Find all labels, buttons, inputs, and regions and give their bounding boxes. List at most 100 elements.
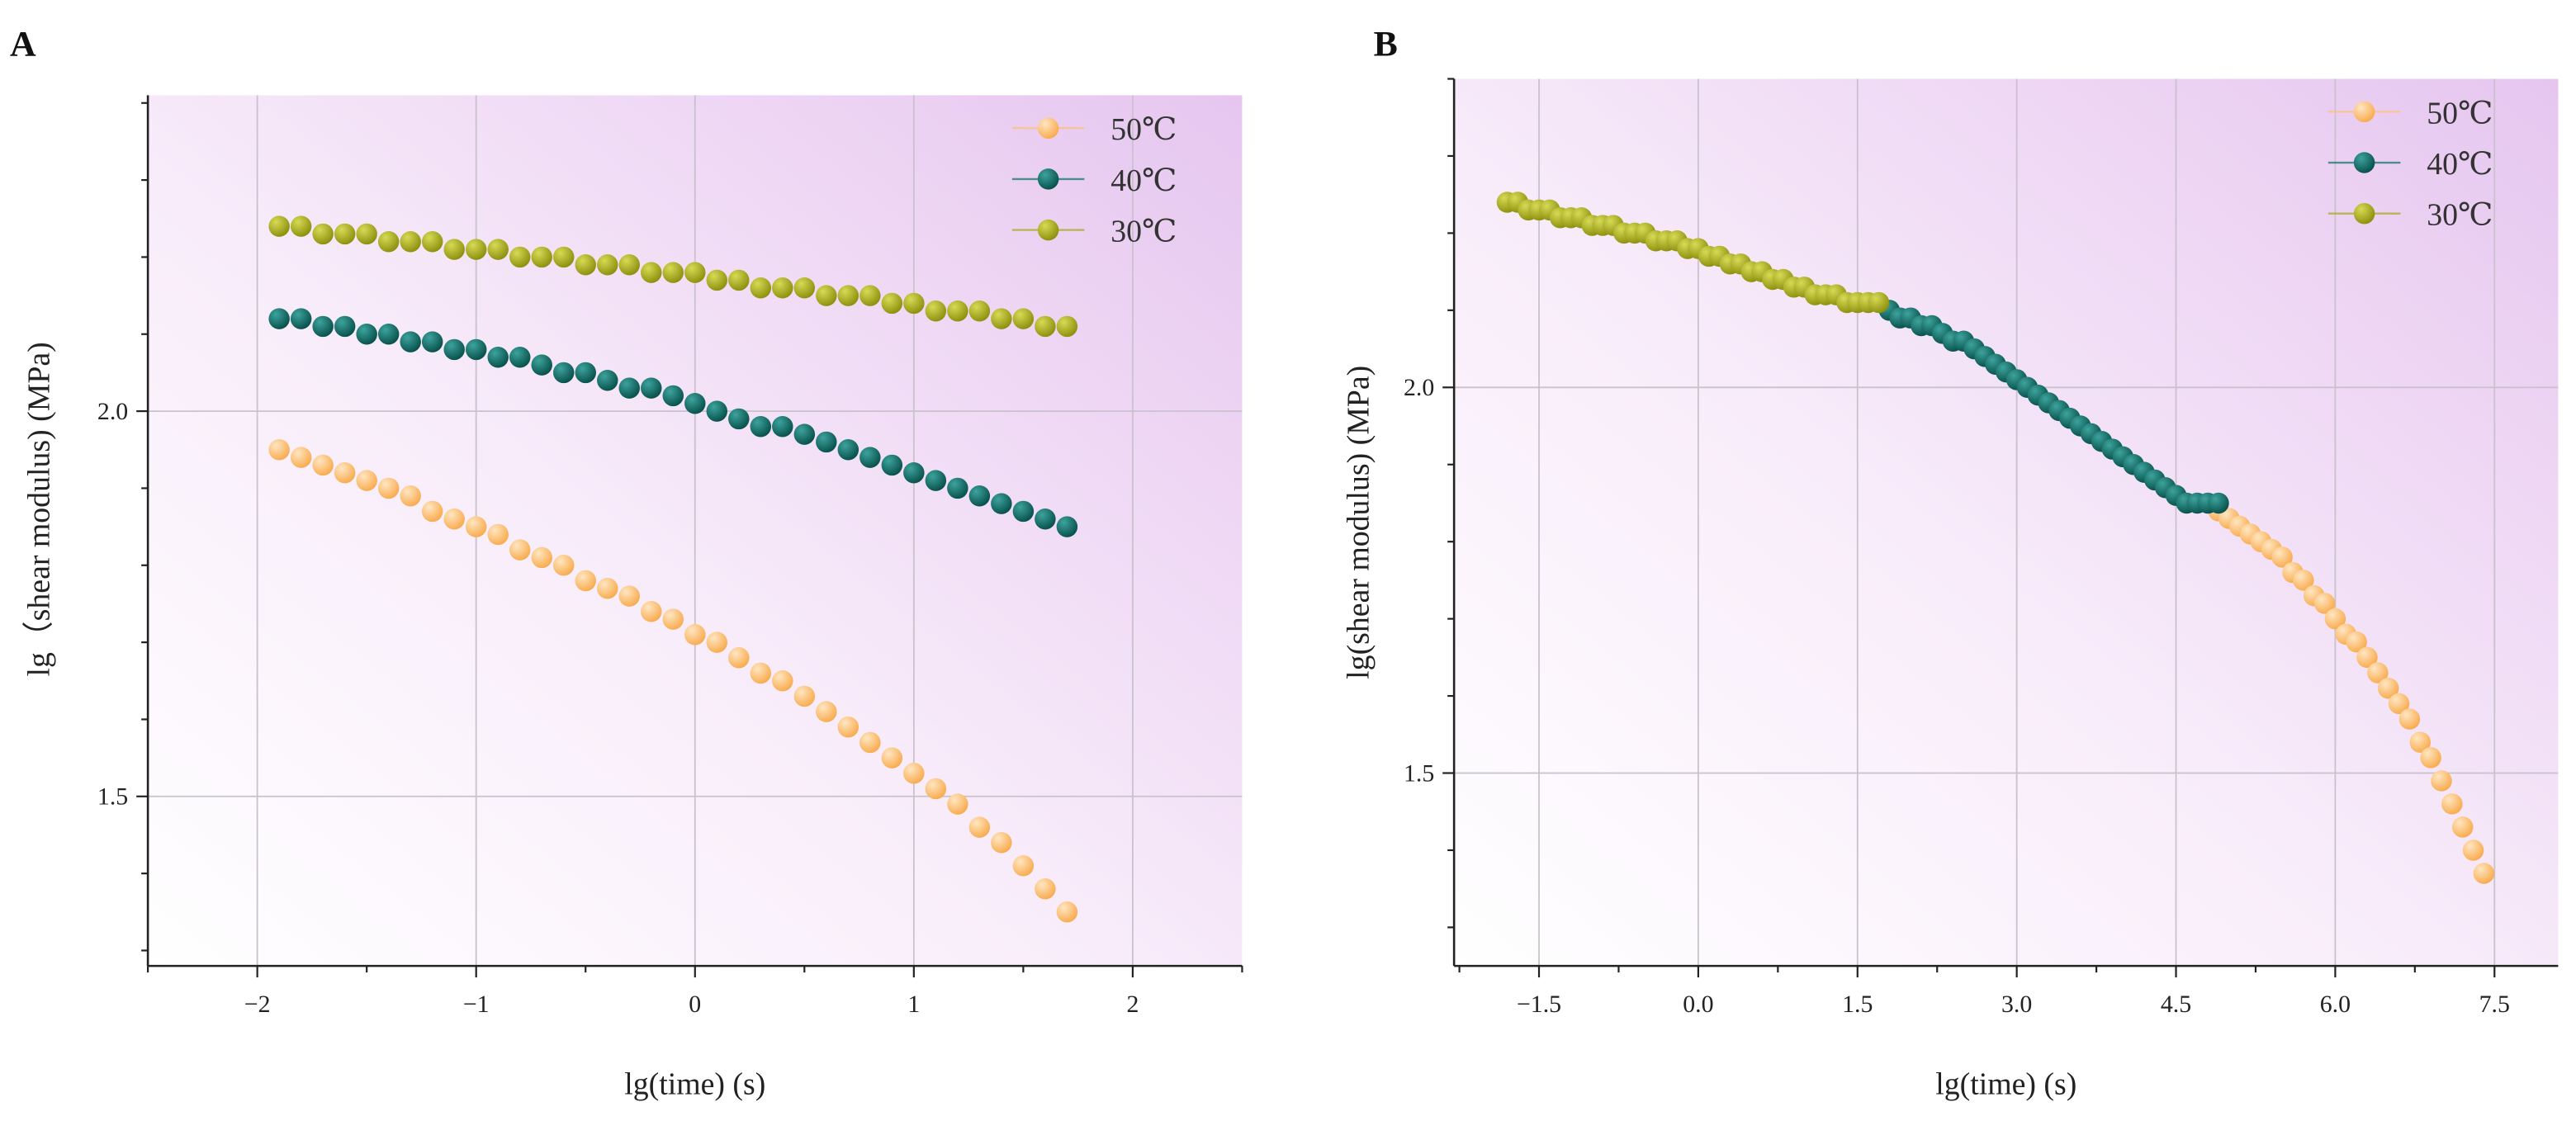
x-tick-label: −2 bbox=[244, 991, 271, 1018]
data-point bbox=[1012, 500, 1035, 523]
data-point bbox=[991, 308, 1012, 329]
data-point bbox=[968, 816, 991, 838]
data-point bbox=[377, 324, 400, 345]
legend-marker bbox=[1037, 117, 1059, 139]
legend-marker bbox=[1037, 168, 1059, 190]
series-40c bbox=[1878, 300, 2229, 514]
legend-label: 30℃ bbox=[1110, 215, 1177, 249]
panel-letter: B bbox=[1374, 25, 1398, 64]
x-axis-title: lg(time) (s) bbox=[1935, 1067, 2076, 1101]
data-point bbox=[1035, 508, 1056, 530]
data-point bbox=[793, 423, 816, 445]
data-point bbox=[443, 508, 465, 530]
legend-label: 40℃ bbox=[1110, 163, 1177, 198]
series-30c bbox=[1496, 192, 1890, 314]
data-point bbox=[618, 585, 640, 607]
data-point bbox=[487, 347, 509, 368]
data-point bbox=[334, 223, 356, 245]
data-point bbox=[903, 462, 925, 484]
data-point bbox=[662, 608, 684, 630]
legend-marker bbox=[2353, 202, 2375, 225]
data-point bbox=[881, 454, 903, 476]
data-point bbox=[2356, 646, 2378, 669]
data-point bbox=[377, 477, 400, 499]
data-point bbox=[728, 269, 750, 291]
data-point bbox=[728, 408, 750, 430]
data-point bbox=[1012, 855, 1035, 877]
data-point bbox=[334, 462, 356, 484]
legend-label: 50℃ bbox=[1110, 112, 1177, 147]
data-point bbox=[684, 624, 706, 646]
y-axis-title: lg（shear modulus) (MPa) bbox=[22, 342, 57, 676]
x-tick-label: −1 bbox=[463, 991, 490, 1018]
data-point bbox=[2293, 570, 2314, 591]
data-point bbox=[2377, 677, 2399, 699]
data-point bbox=[2462, 840, 2484, 861]
data-point bbox=[2441, 793, 2463, 815]
series-30c bbox=[268, 215, 1078, 338]
legend-label: 50℃ bbox=[2427, 96, 2493, 130]
data-point bbox=[531, 246, 552, 268]
plot-area bbox=[1454, 78, 2559, 967]
data-point bbox=[881, 747, 903, 769]
data-point bbox=[465, 516, 487, 537]
x-tick-label: −1.5 bbox=[1517, 991, 1561, 1018]
data-point bbox=[2420, 747, 2441, 769]
data-point bbox=[377, 231, 400, 253]
data-point bbox=[1056, 516, 1078, 537]
data-point bbox=[312, 454, 334, 476]
data-point bbox=[859, 447, 881, 468]
data-point bbox=[290, 215, 312, 237]
data-point bbox=[816, 431, 837, 453]
legend-label: 30℃ bbox=[2427, 198, 2493, 233]
data-point bbox=[816, 285, 837, 306]
data-point bbox=[575, 254, 596, 276]
data-point bbox=[706, 269, 728, 291]
data-point bbox=[641, 601, 662, 622]
data-point bbox=[750, 277, 772, 299]
x-tick-label: 2 bbox=[1126, 991, 1139, 1018]
data-point bbox=[991, 493, 1012, 514]
data-point bbox=[487, 523, 509, 546]
data-point bbox=[684, 262, 706, 283]
series-40c bbox=[268, 308, 1078, 537]
data-point bbox=[487, 239, 509, 260]
data-point bbox=[618, 254, 640, 276]
data-point bbox=[618, 377, 640, 399]
data-point bbox=[641, 377, 662, 399]
data-point bbox=[750, 416, 772, 438]
data-point bbox=[552, 362, 575, 384]
data-point bbox=[837, 717, 859, 738]
x-tick-label: 4.5 bbox=[2161, 991, 2191, 1018]
data-point bbox=[2367, 662, 2389, 683]
data-point bbox=[575, 362, 596, 384]
data-point bbox=[2388, 693, 2410, 715]
data-point bbox=[400, 485, 421, 507]
x-tick-label: 6.0 bbox=[2320, 991, 2351, 1018]
legend-marker bbox=[2353, 101, 2375, 123]
x-tick-label: 1.5 bbox=[1842, 991, 1873, 1018]
data-point bbox=[793, 277, 816, 299]
data-point bbox=[421, 231, 443, 253]
data-point bbox=[2431, 770, 2452, 792]
data-point bbox=[290, 308, 312, 329]
data-point bbox=[356, 470, 377, 491]
y-axis-title: lg(shear modulus) (MPa) bbox=[1342, 366, 1376, 679]
data-point bbox=[837, 285, 859, 306]
data-point bbox=[531, 354, 552, 376]
data-point bbox=[947, 793, 968, 815]
x-tick-label: 7.5 bbox=[2479, 991, 2510, 1018]
series-50c bbox=[2208, 500, 2495, 884]
data-point bbox=[2208, 492, 2229, 514]
panel-letter: A bbox=[10, 25, 36, 64]
data-point bbox=[334, 315, 356, 338]
data-point bbox=[443, 239, 465, 260]
data-point bbox=[1012, 308, 1035, 329]
data-point bbox=[2324, 608, 2346, 630]
data-point bbox=[509, 246, 531, 268]
data-point bbox=[400, 331, 421, 352]
data-point bbox=[947, 300, 968, 322]
data-point bbox=[1868, 291, 1890, 314]
data-point bbox=[903, 292, 925, 315]
